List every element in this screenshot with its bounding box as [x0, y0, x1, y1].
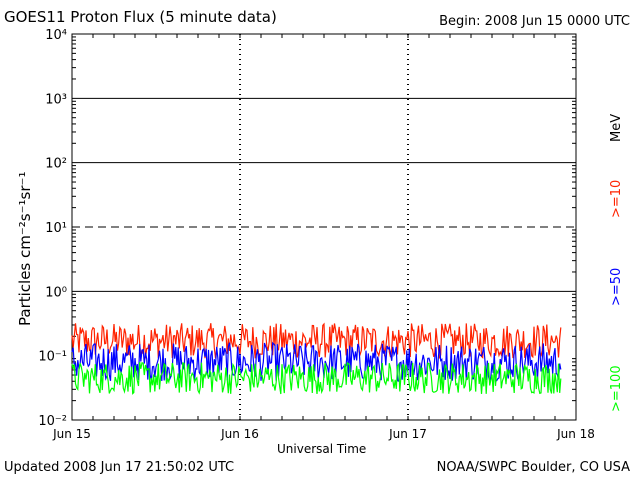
y-tick-labels: 10⁻² 10⁻¹ 10⁰ 10¹ 10² 10³ 10⁴ — [38, 28, 67, 429]
updated-timestamp: Updated 2008 Jun 17 21:50:02 UTC — [4, 460, 235, 475]
x-tick-label: Jun 17 — [388, 427, 427, 441]
begin-time: Begin: 2008 Jun 15 0000 UTC — [439, 14, 630, 29]
credit-text: NOAA/SWPC Boulder, CO USA — [436, 460, 630, 475]
y-tick-label: 10³ — [45, 92, 67, 107]
y-axis-label: Particles cm⁻²s⁻¹sr⁻¹ — [16, 171, 34, 326]
series-line-ge100 — [71, 361, 562, 395]
x-tick-label: Jun 15 — [52, 427, 91, 441]
series-lines — [71, 322, 562, 395]
x-tick-label: Jun 16 — [220, 427, 259, 441]
y-tick-label: 10⁰ — [45, 285, 67, 300]
series-line-ge50 — [71, 341, 562, 383]
y-tick-label: 10⁴ — [45, 28, 67, 43]
x-axis-label: Universal Time — [277, 442, 367, 456]
legend-series-10mev: >=10 — [609, 179, 624, 218]
y-tick-label: 10⁻² — [38, 414, 67, 429]
series-line-ge10 — [71, 322, 562, 359]
y-tick-label: 10⁻¹ — [38, 350, 67, 365]
grid-lines — [72, 34, 576, 420]
legend-series-50mev: >=50 — [609, 267, 624, 306]
x-tick-labels: Jun 15 Jun 16 Jun 17 Jun 18 — [52, 427, 595, 441]
y-tick-label: 10² — [45, 157, 67, 172]
legend-unit: MeV — [609, 113, 624, 142]
x-tick-label: Jun 18 — [556, 427, 595, 441]
y-tick-label: 10¹ — [45, 221, 67, 236]
chart-title: GOES11 Proton Flux (5 minute data) — [4, 8, 277, 26]
legend-series-100mev: >=100 — [609, 365, 624, 412]
